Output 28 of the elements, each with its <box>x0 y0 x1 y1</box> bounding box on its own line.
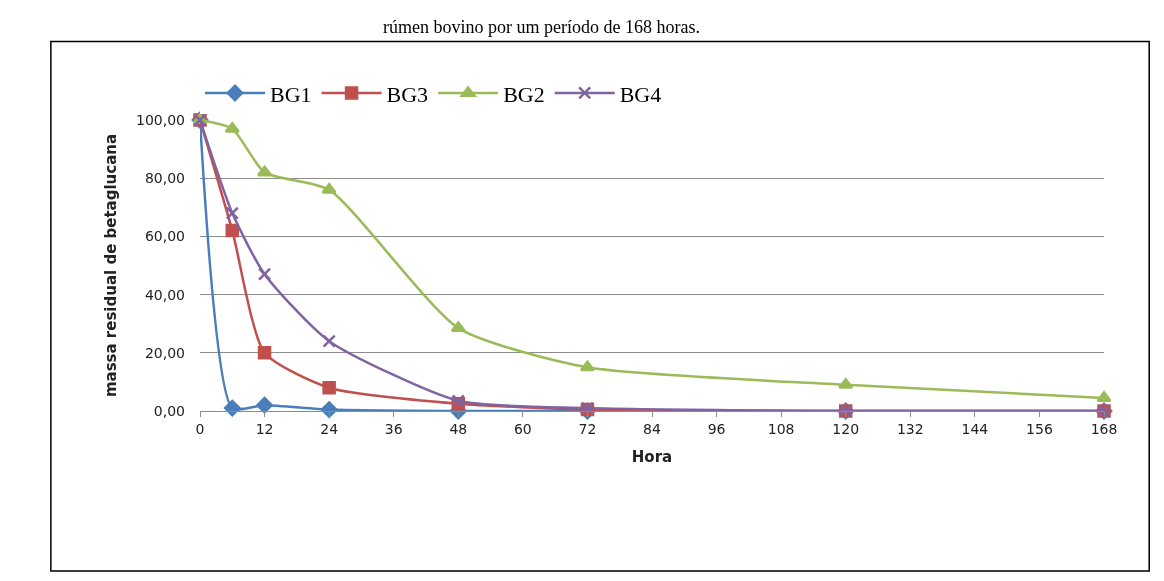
x-axis-title: Hora <box>631 447 673 466</box>
x-tick-label: 108 <box>767 420 795 437</box>
y-axis-title: massa residual de betaglucana <box>102 133 121 398</box>
x-tick-label: 144 <box>961 420 989 437</box>
y-tick-label: 80,00 <box>144 170 185 187</box>
x-tick-label: 12 <box>255 420 274 437</box>
legend-label: BG4 <box>619 81 662 107</box>
x-tick-label: 0 <box>195 420 205 437</box>
y-tick-label: 100,00 <box>136 111 185 128</box>
y-tick-label: 0,00 <box>153 402 185 419</box>
x-tick-label: 24 <box>320 420 339 437</box>
y-tick-label: 20,00 <box>144 344 185 361</box>
x-tick-label: 120 <box>832 420 860 437</box>
y-tick-label: 40,00 <box>144 286 185 303</box>
legend-label: BG3 <box>386 81 429 107</box>
x-tick-label: 168 <box>1090 420 1118 437</box>
x-tick-label: 96 <box>707 420 726 437</box>
y-tick-label: 60,00 <box>144 228 185 245</box>
x-tick-label: 36 <box>384 420 403 437</box>
x-tick-label: 60 <box>513 420 532 437</box>
x-tick-label: 48 <box>449 420 468 437</box>
x-tick-label: 132 <box>896 420 924 437</box>
legend-label: BG2 <box>503 81 545 107</box>
legend-label: BG1 <box>270 81 312 107</box>
x-tick-label: 72 <box>578 420 597 437</box>
x-tick-label: 84 <box>643 420 661 437</box>
x-tick-label: 156 <box>1026 420 1053 437</box>
text: rúmen bovino por um período de 168 horas. <box>383 17 700 37</box>
